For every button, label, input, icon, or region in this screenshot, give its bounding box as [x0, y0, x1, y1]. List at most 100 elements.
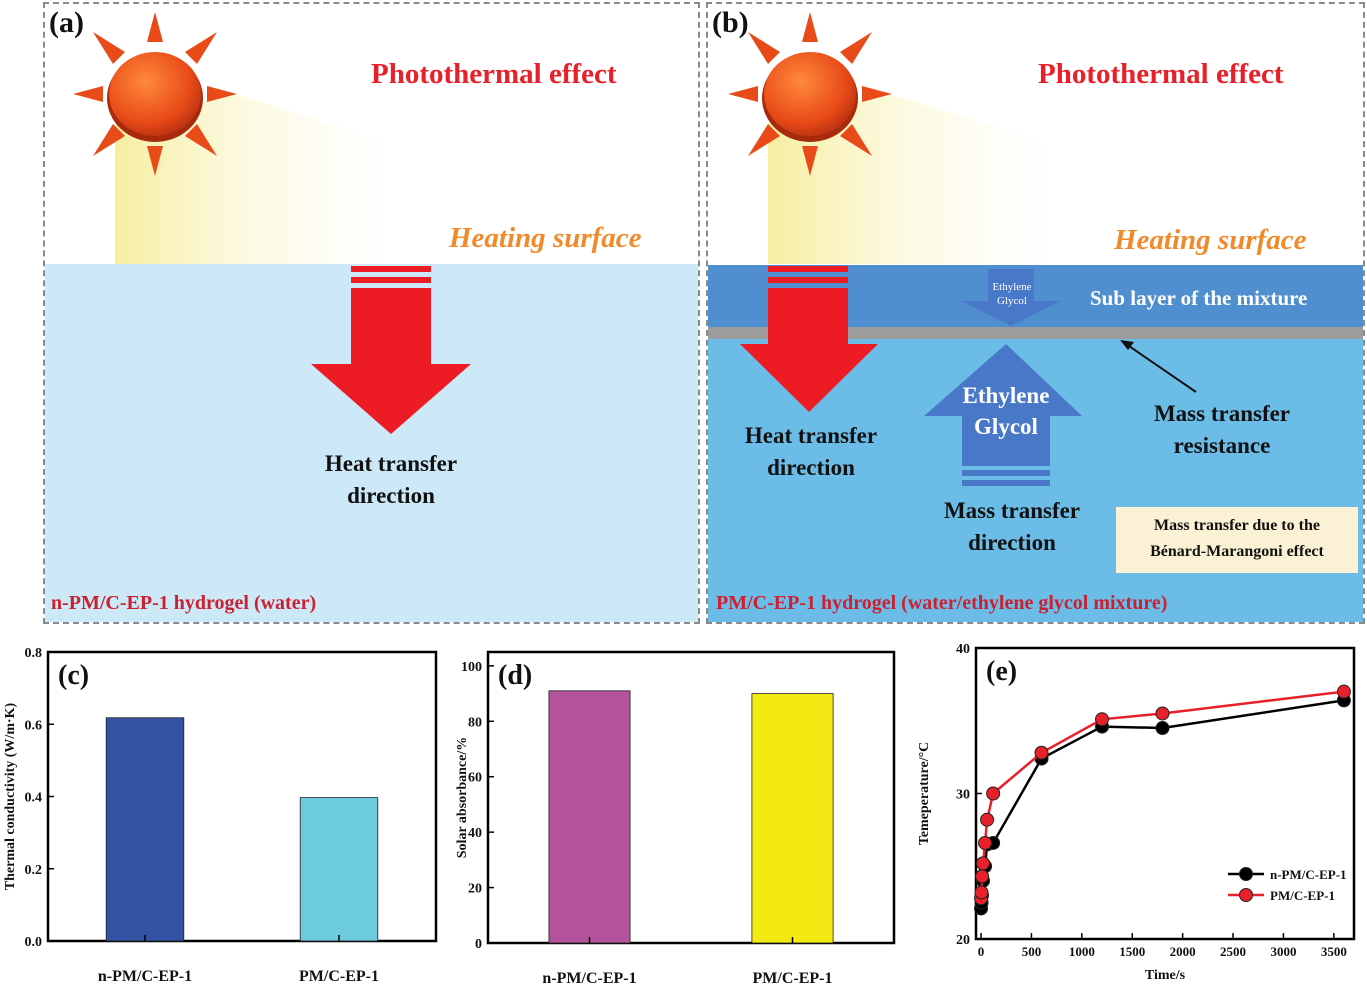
- mass-line2: direction: [968, 530, 1056, 555]
- bar-n-PM/C-EP-1: [548, 690, 631, 944]
- x-tick-label: 2000: [1170, 944, 1196, 959]
- x-axis-label: Time/s: [1145, 968, 1186, 983]
- y-tick-label: 0.0: [25, 935, 43, 950]
- x-tick-label: 2500: [1220, 944, 1246, 959]
- data-point-PM/C-EP-1: [986, 786, 1001, 801]
- y-axis-label: Thermal conductivity (W/m·K): [3, 702, 18, 890]
- heat-transfer-arrow: [740, 266, 878, 412]
- y-tick-label: 0.8: [25, 646, 43, 661]
- resistance-pointer-head: [1120, 340, 1134, 350]
- panel-b-heating-surface: Heating surface: [1114, 224, 1307, 256]
- membrane-line: [708, 327, 1363, 339]
- bar-PM/C-EP-1: [751, 693, 834, 944]
- heat-transfer-arrow: [311, 266, 471, 434]
- data-point-PM/C-EP-1: [1155, 706, 1170, 721]
- x-tick-label: n-PM/C-EP-1: [98, 968, 192, 985]
- small-arrow-line1: Ethylene: [992, 281, 1032, 293]
- panel-a-heating-surface: Heating surface: [449, 222, 642, 254]
- data-point-PM/C-EP-1: [975, 869, 990, 884]
- y-tick-label: 40: [956, 642, 970, 657]
- panel-a-heat-label-line2: direction: [347, 483, 435, 508]
- data-point-PM/C-EP-1: [980, 812, 995, 827]
- y-tick-label: 0.6: [25, 718, 43, 733]
- x-tick-label: PM/C-EP-1: [299, 968, 379, 985]
- x-tick-label: 0: [978, 944, 985, 959]
- glycol-down-arrow: [962, 269, 1060, 326]
- panel-b-small-arrow-label: Ethylene Glycol: [970, 280, 1054, 308]
- sub-layer-label: Sub layer of the mixture: [1090, 286, 1308, 310]
- legend-marker: [1239, 888, 1253, 902]
- chart-d-solar-absorbance: (d) Solar absorbance/% 0 20 40 60 80 100 n-PM/C-…: [455, 650, 896, 987]
- y-tick-label: 0.2: [25, 863, 43, 878]
- panel-b-big-arrow-label: Ethylene Glycol: [936, 380, 1076, 442]
- y-tick-label: 30: [956, 788, 970, 803]
- heat-label-line2: direction: [767, 455, 855, 480]
- data-point-n-PM/C-EP-1: [1155, 721, 1170, 736]
- chart-tag: (e): [986, 656, 1017, 687]
- x-tick-label: PM/C-EP-1: [753, 970, 833, 987]
- big-arrow-line2: Glycol: [974, 414, 1038, 439]
- chart-tag: (c): [58, 660, 89, 691]
- legend-label: PM/C-EP-1: [1270, 888, 1335, 903]
- resistance-line1: Mass transfer: [1153, 401, 1291, 426]
- y-axis-label: Temeperature/°C: [917, 742, 932, 846]
- bar-n-PM/C-EP-1: [105, 717, 185, 942]
- x-tick-label: 500: [1022, 944, 1041, 959]
- glycol-up-arrow: [924, 344, 1082, 486]
- chart-e-temperature-curve: (e) Temeperature/°C 20 30 40 0 500 1000 1500 2000…: [917, 642, 1356, 983]
- y-tick-label: 20: [956, 933, 970, 948]
- x-tick-label: 3500: [1321, 944, 1347, 959]
- y-tick-label: 80: [468, 715, 482, 730]
- y-tick-label: 60: [468, 771, 482, 786]
- legend-marker: [1239, 867, 1253, 881]
- y-axis-label: Solar absorbance/%: [455, 737, 470, 858]
- big-arrow-line1: Ethylene: [962, 383, 1050, 408]
- panel-a-title: Photothermal effect: [371, 58, 617, 90]
- data-point-PM/C-EP-1: [976, 856, 991, 871]
- panel-b-illustration: [708, 12, 1363, 622]
- resistance-label: Mass transfer resistance: [1126, 398, 1318, 462]
- chart-c-thermal-conductivity: (c) Thermal conductivity (W/m·K) 0.0 0.2 0.4…: [3, 646, 438, 985]
- y-tick-label: 40: [468, 826, 482, 841]
- plot-frame: [486, 650, 896, 945]
- y-tick-label: 0: [475, 937, 482, 952]
- x-tick-label: 1500: [1119, 944, 1145, 959]
- data-point-PM/C-EP-1: [978, 835, 993, 850]
- data-point-PM/C-EP-1: [1095, 712, 1109, 727]
- data-point-PM/C-EP-1: [1336, 684, 1351, 699]
- panel-a: (a) Photothermal effect Heating surface …: [43, 2, 700, 624]
- resistance-line2: resistance: [1173, 433, 1271, 458]
- panel-b-title: Photothermal effect: [1038, 58, 1284, 90]
- panel-a-illustration: [45, 12, 698, 622]
- resistance-pointer: [1125, 343, 1197, 393]
- y-tick-label: 100: [461, 660, 482, 675]
- panel-b-heat-label: Heat transfer direction: [716, 420, 906, 484]
- heat-label-line1: Heat transfer: [744, 423, 878, 448]
- note-box: [1116, 507, 1358, 573]
- panel-a-heat-label: Heat transfer direction: [291, 448, 491, 512]
- mass-line1: Mass transfer: [943, 498, 1081, 523]
- panel-a-caption: n-PM/C-EP-1 hydrogel (water): [51, 592, 317, 614]
- panel-b: (b) Photothermal effect Heating surface …: [706, 2, 1365, 624]
- sun-icon: [73, 12, 237, 176]
- data-point-PM/C-EP-1: [1034, 745, 1049, 760]
- y-tick-label: 20: [468, 882, 482, 897]
- legend-label: n-PM/C-EP-1: [1270, 867, 1347, 882]
- panel-b-tag: (b): [712, 6, 749, 39]
- note-line1: Mass transfer due to the: [1154, 517, 1320, 534]
- panel-b-caption: PM/C-EP-1 hydrogel (water/ethylene glyco…: [716, 592, 1168, 614]
- x-tick-label: 3000: [1270, 944, 1296, 959]
- note-line2: Bénard-Marangoni effect: [1150, 543, 1324, 560]
- x-tick-label: 1000: [1069, 944, 1095, 959]
- panel-a-heat-label-line1: Heat transfer: [324, 451, 458, 476]
- data-point-PM/C-EP-1: [974, 885, 989, 900]
- mass-transfer-label: Mass transfer direction: [916, 495, 1108, 559]
- sun-icon: [728, 12, 892, 176]
- note-box-text: Mass transfer due to the Bénard-Marangon…: [1116, 513, 1358, 565]
- chart-tag: (d): [498, 660, 532, 691]
- x-tick-label: n-PM/C-EP-1: [542, 970, 636, 987]
- y-tick-label: 0.4: [25, 791, 43, 806]
- panel-a-tag: (a): [49, 6, 84, 39]
- small-arrow-line2: Glycol: [997, 295, 1027, 307]
- bar-PM/C-EP-1: [299, 797, 379, 942]
